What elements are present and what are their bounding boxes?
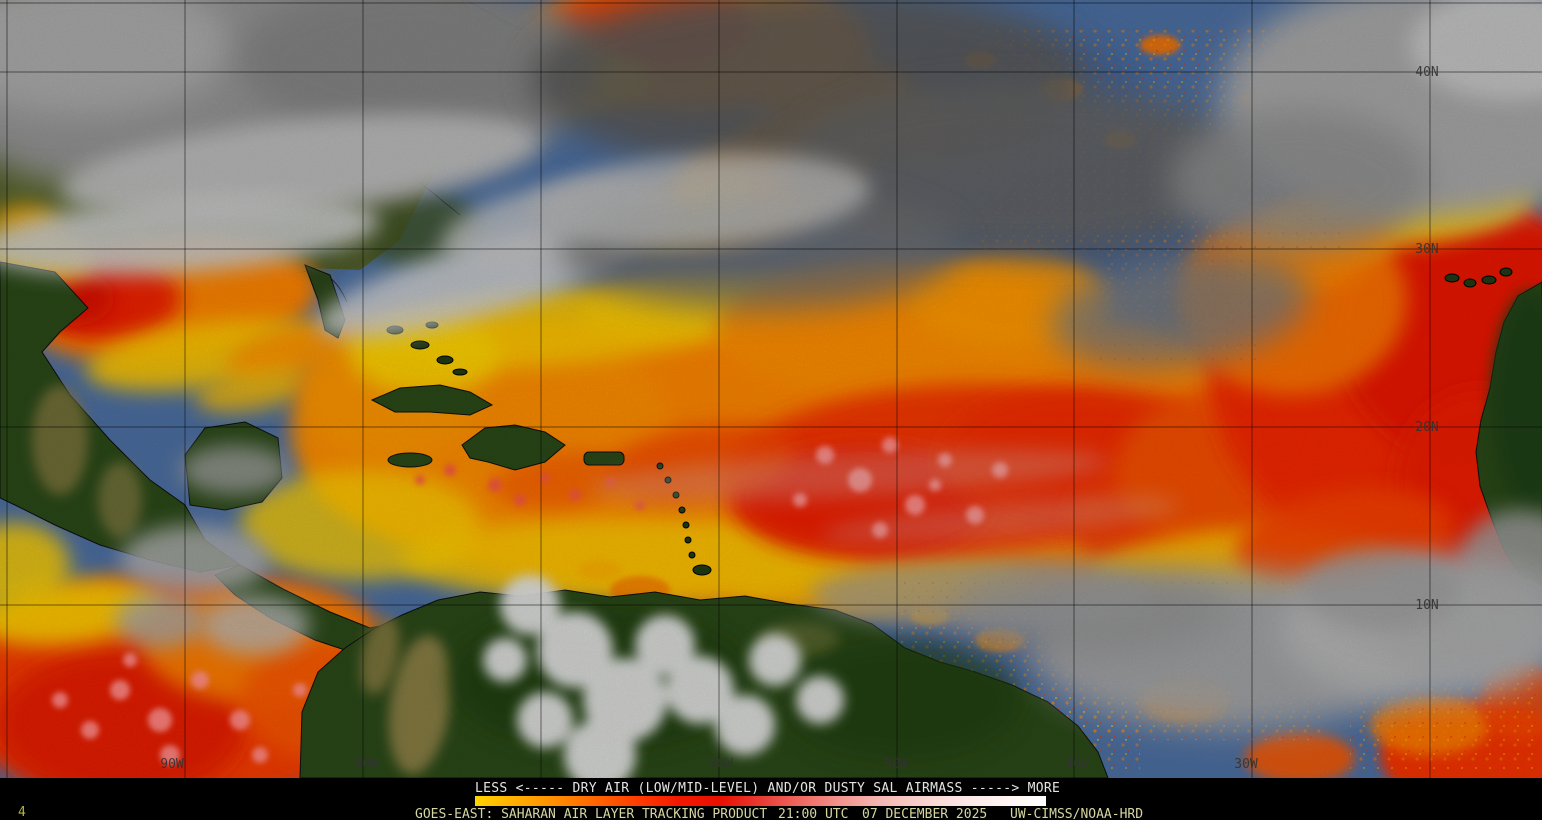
grid-layer [0,0,1542,778]
product-title: GOES-EAST: SAHARAN AIR LAYER TRACKING PR… [415,807,768,820]
colorbar-caption: LESS <----- DRY AIR (LOW/MID-LEVEL) AND/… [475,781,1061,796]
lon-label-50w: 50W [884,757,908,772]
lat-label-20n: 20N [1415,420,1438,435]
lon-label-40w: 40W [1065,757,1089,772]
grain-overlay [0,0,1542,778]
lon-label-90w: 90W [160,757,184,772]
info-bar: LESS <----- DRY AIR (LOW/MID-LEVEL) AND/… [0,778,1542,820]
timestamp-utc: 21:00 UTC [778,807,849,820]
satellite-map: 40N 30N 20N 10N 90W 80W 60W 50W 40W 30W [0,0,1542,778]
lon-label-60w: 60W [709,757,733,772]
lon-label-80w: 80W [354,757,378,772]
credit-label: UW-CIMSS/NOAA-HRD [1010,807,1144,820]
colorbar-gradient [475,796,1046,806]
date-label: 07 DECEMBER 2025 [862,807,988,820]
lat-label-10n: 10N [1415,598,1438,613]
grid-labels: 40N 30N 20N 10N 90W 80W 60W 50W 40W 30W [160,65,1438,772]
frame-indicator: 4 [18,805,26,820]
lon-label-30w: 30W [1234,757,1258,772]
lat-label-30n: 30N [1415,242,1438,257]
lat-label-40n: 40N [1415,65,1438,80]
